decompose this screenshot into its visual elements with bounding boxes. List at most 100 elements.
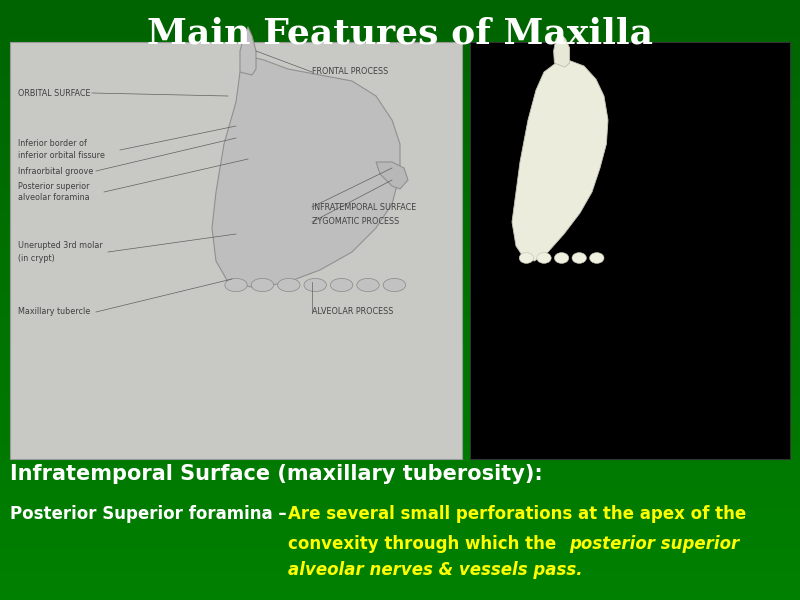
Bar (0, 30, 800, 37)
Text: inferior orbital fissure: inferior orbital fissure (18, 151, 105, 160)
Bar (0, 420, 800, 427)
Bar (0, 548, 800, 555)
Bar (0, 195, 800, 202)
Bar (0, 37, 800, 45)
Ellipse shape (537, 253, 551, 263)
Bar (0, 263, 800, 270)
Bar (0, 435, 800, 443)
Ellipse shape (572, 253, 586, 263)
Bar (0, 105, 800, 113)
Text: Infraorbital groove: Infraorbital groove (18, 166, 93, 175)
Bar (0, 285, 800, 292)
Bar (0, 525, 800, 533)
Text: posterior superior: posterior superior (570, 535, 740, 553)
Ellipse shape (330, 278, 353, 292)
Bar (0, 82, 800, 90)
Bar (0, 427, 800, 435)
Bar (0, 0, 800, 7)
Bar (0, 487, 800, 495)
Bar (0, 75, 800, 82)
Bar (0, 510, 800, 517)
Bar (0, 390, 800, 397)
Text: Inferior border of: Inferior border of (18, 139, 86, 148)
Text: Infratemporal Surface (maxillary tuberosity):: Infratemporal Surface (maxillary tuberos… (10, 464, 542, 484)
Bar (0, 142, 800, 150)
Bar (0, 330, 800, 337)
Bar (0, 323, 800, 330)
Text: ORBITAL SURFACE: ORBITAL SURFACE (18, 88, 90, 97)
Bar (0, 180, 800, 187)
Text: alveolar nerves & vessels pass.: alveolar nerves & vessels pass. (288, 561, 582, 579)
Ellipse shape (383, 278, 406, 292)
Bar (0, 450, 800, 457)
Text: FRONTAL PROCESS: FRONTAL PROCESS (312, 67, 388, 76)
Ellipse shape (251, 278, 274, 292)
Text: Main Features of Maxilla: Main Features of Maxilla (147, 16, 653, 50)
Bar (0, 593, 800, 600)
Bar (0, 367, 800, 375)
Text: Maxillary tubercle: Maxillary tubercle (18, 307, 90, 317)
Ellipse shape (357, 278, 379, 292)
Text: (in crypt): (in crypt) (18, 254, 54, 263)
Bar (0, 127, 800, 135)
Bar (0, 533, 800, 540)
Bar (0, 375, 800, 383)
Bar (0, 502, 800, 510)
Bar (0, 398, 800, 405)
Bar (0, 360, 800, 367)
Bar (0, 337, 800, 345)
Bar (0, 202, 800, 210)
Bar (0, 517, 800, 525)
Text: ZYGOMATIC PROCESS: ZYGOMATIC PROCESS (312, 217, 399, 226)
Bar (0, 473, 800, 480)
Text: Posterior superior: Posterior superior (18, 182, 89, 191)
Bar (0, 165, 800, 173)
Bar (0, 135, 800, 142)
Bar (0, 232, 800, 240)
Bar (10, 42, 462, 459)
Bar (0, 157, 800, 165)
Ellipse shape (519, 253, 534, 263)
Bar (0, 113, 800, 120)
Bar (0, 383, 800, 390)
Bar (0, 443, 800, 450)
Bar (0, 465, 800, 473)
Text: ALVEOLAR PROCESS: ALVEOLAR PROCESS (312, 307, 394, 317)
Bar (0, 217, 800, 225)
Polygon shape (240, 27, 256, 75)
Bar (0, 120, 800, 127)
Ellipse shape (225, 278, 247, 292)
Bar (0, 270, 800, 277)
Bar (0, 173, 800, 180)
Bar (0, 15, 800, 22)
Bar (0, 457, 800, 465)
Ellipse shape (590, 253, 604, 263)
Bar (0, 90, 800, 97)
Bar (0, 292, 800, 300)
Text: Are several small perforations at the apex of the: Are several small perforations at the ap… (288, 505, 746, 523)
Bar (0, 240, 800, 247)
Ellipse shape (278, 278, 300, 292)
Ellipse shape (554, 253, 569, 263)
Bar (0, 480, 800, 487)
Bar (0, 225, 800, 232)
Text: Unerupted 3rd molar: Unerupted 3rd molar (18, 241, 102, 251)
Bar (0, 345, 800, 352)
Polygon shape (376, 162, 408, 189)
Bar (0, 540, 800, 547)
Bar (0, 570, 800, 577)
Bar (0, 187, 800, 195)
Bar (0, 307, 800, 315)
Bar (0, 67, 800, 75)
Polygon shape (212, 57, 400, 288)
Text: alveolar foramina: alveolar foramina (18, 193, 90, 202)
Bar (0, 495, 800, 503)
Polygon shape (240, 102, 360, 180)
Bar (0, 577, 800, 585)
Bar (0, 210, 800, 217)
Bar (0, 150, 800, 157)
Bar (0, 52, 800, 60)
Bar (0, 405, 800, 413)
Text: convexity through which the: convexity through which the (288, 535, 562, 553)
Polygon shape (554, 33, 570, 67)
